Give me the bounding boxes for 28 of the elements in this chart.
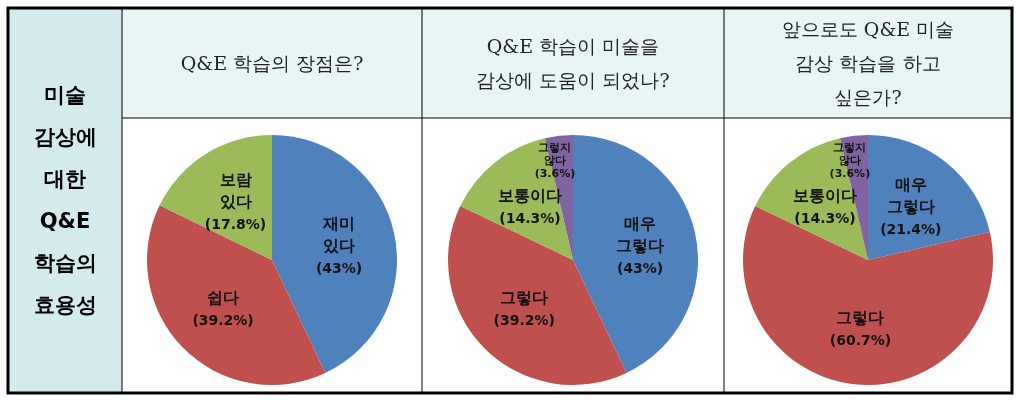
data-label: (43%) [315, 259, 363, 276]
data-label: (3.6%) [534, 167, 576, 180]
chart-title: Q&E 학습이 미술을 감상에 도움이 되었나? [476, 35, 670, 91]
slice-label: 보람 있다 [219, 170, 252, 212]
data-label: (3.6%) [829, 167, 871, 180]
data-label: (21.4%) [880, 220, 942, 237]
slice-label: 보통이다 [498, 185, 563, 205]
slice-label: 쉽다 [207, 287, 240, 307]
chart-title: 앞으로도 Q&E 미술 감상 학습을 하고 싶은가? [781, 18, 955, 108]
slice-label: 보통이다 [793, 185, 858, 205]
text: 미술 감상에 대한 Q&E 학습의 효용성 [33, 83, 97, 317]
slice-label: 매우 그렇다 [886, 174, 935, 216]
slice-label: 재미 있다 [322, 213, 356, 255]
pie-slice [868, 135, 990, 260]
data-label: (14.3%) [499, 209, 561, 226]
data-label: (39.2%) [493, 312, 555, 329]
pie-slice [159, 135, 272, 260]
data-label: (60.7%) [829, 331, 892, 348]
data-label: (14.3%) [794, 209, 856, 226]
data-label: (43%) [616, 259, 664, 276]
data-label: (17.8%) [204, 216, 267, 233]
slice-label: 매우 그렇다 [616, 213, 665, 255]
pie-slice [272, 135, 397, 374]
data-label: (39.2%) [192, 311, 254, 328]
slice-label: 그렇다 [836, 307, 885, 327]
chart-title: Q&E 학습의 장점은? [180, 52, 364, 74]
slice-label: 그렇다 [500, 288, 549, 308]
pie-slice [573, 135, 698, 373]
